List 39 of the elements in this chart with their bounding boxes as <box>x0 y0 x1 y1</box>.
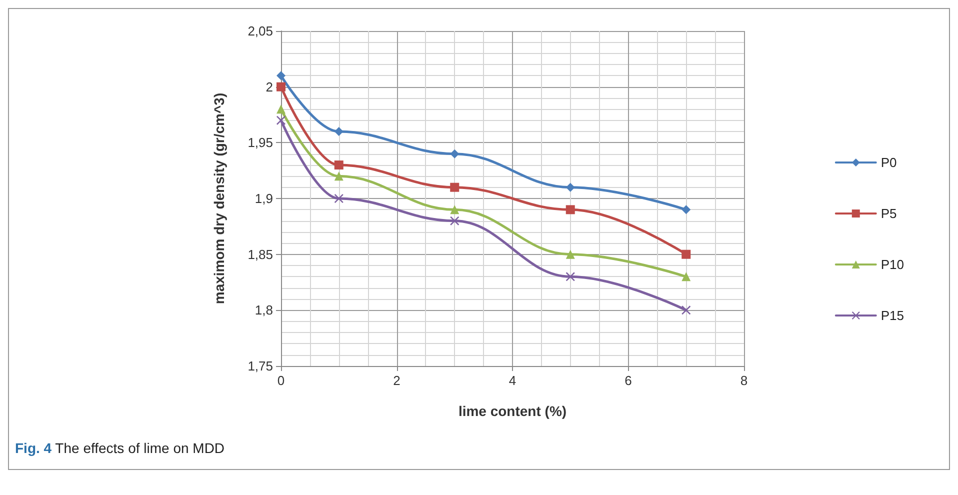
point <box>450 149 460 158</box>
point <box>682 306 691 315</box>
point <box>334 172 344 181</box>
y-tick-label: 1,8 <box>254 302 273 318</box>
text: Fig. 4 The effects of lime on MDD <box>15 440 225 456</box>
y-tick-label: 1,9 <box>254 191 273 206</box>
point <box>682 272 691 282</box>
point <box>566 272 575 282</box>
y-tick-label: 1,95 <box>248 135 273 150</box>
point <box>450 205 460 214</box>
x-tick-label: 4 <box>508 373 516 388</box>
legend-label: P15 <box>880 308 904 323</box>
legend-label: P5 <box>880 206 897 221</box>
x-tick-label: 2 <box>393 373 400 388</box>
point <box>450 182 460 192</box>
point <box>450 216 460 226</box>
point <box>276 116 286 125</box>
legend-label: P0 <box>880 155 897 170</box>
x-tick-label: 0 <box>277 373 285 388</box>
y-axis-title: maximom dry density (gr/cm^3) <box>211 92 227 304</box>
point <box>334 160 344 170</box>
y-tick-label: 2 <box>266 79 273 94</box>
point <box>276 82 286 92</box>
point <box>566 250 575 259</box>
point <box>566 205 575 214</box>
point <box>276 71 286 80</box>
point <box>566 182 575 192</box>
point <box>682 250 691 259</box>
x-tick-label: 6 <box>624 373 632 388</box>
point <box>334 127 344 136</box>
y-tick-label: 1,85 <box>248 246 273 262</box>
y-tick-label: 1,75 <box>248 358 273 374</box>
x-axis-title: lime content (%) <box>458 403 567 419</box>
point <box>334 194 344 203</box>
y-tick-label: 2,05 <box>248 24 273 38</box>
x-tick-label: 8 <box>740 373 748 388</box>
point <box>682 205 691 214</box>
point <box>276 104 286 114</box>
legend-label: P10 <box>880 257 904 272</box>
